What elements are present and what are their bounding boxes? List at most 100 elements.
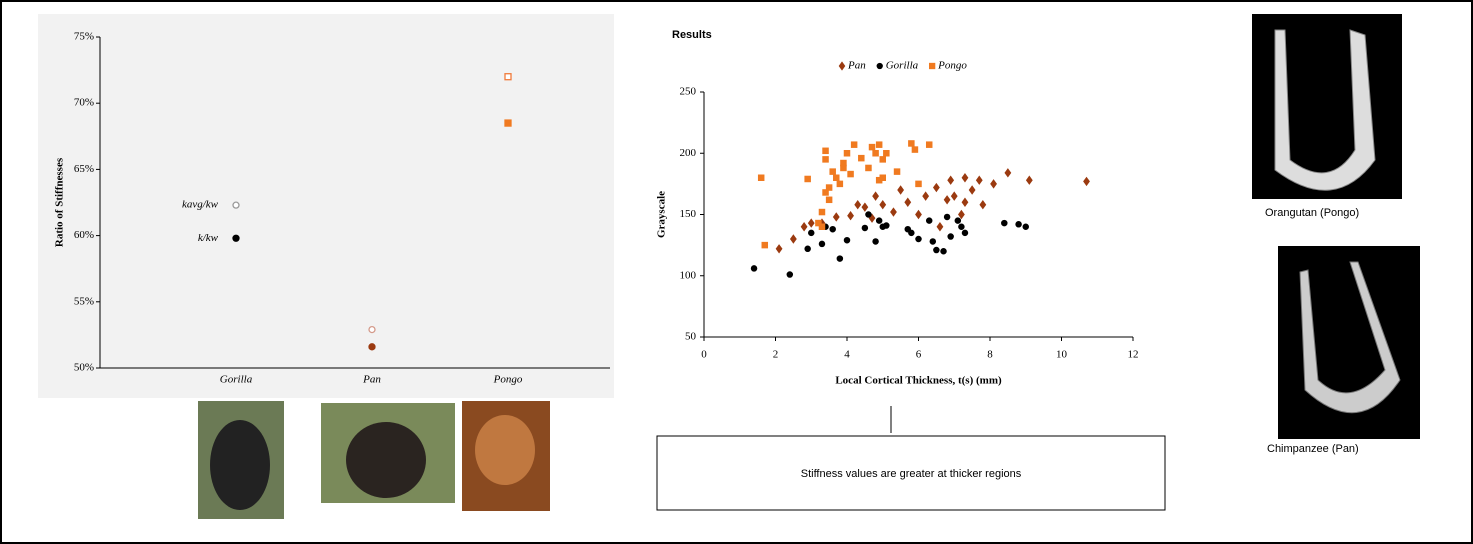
marker xyxy=(877,64,882,69)
slide-title: Results xyxy=(672,29,712,41)
marker xyxy=(834,175,839,180)
marker xyxy=(505,120,511,126)
marker xyxy=(805,176,810,181)
marker xyxy=(962,230,967,235)
marker xyxy=(877,218,882,223)
marker xyxy=(819,224,824,229)
x-tick-label: 12 xyxy=(1128,349,1139,361)
x-tick-label: Gorilla xyxy=(220,374,253,386)
marker xyxy=(827,185,832,190)
y-tick-label: 200 xyxy=(680,147,697,159)
x-tick-label: 4 xyxy=(844,349,850,361)
y-axis-label: Grayscale xyxy=(656,191,668,238)
x-tick-label: Pan xyxy=(362,374,381,386)
legend-label: Pongo xyxy=(937,60,967,72)
marker xyxy=(927,142,932,147)
marker xyxy=(827,197,832,202)
marker xyxy=(823,157,828,162)
marker xyxy=(945,214,950,219)
marker xyxy=(916,181,921,186)
y-tick-label: 60% xyxy=(74,229,94,241)
y-tick-label: 70% xyxy=(74,97,94,109)
y-tick-label: 75% xyxy=(74,31,94,43)
marker xyxy=(869,145,874,150)
photo-chimp-figure xyxy=(346,422,426,498)
marker xyxy=(873,239,878,244)
legend-label: Gorilla xyxy=(886,60,919,72)
marker xyxy=(823,148,828,153)
marker xyxy=(1016,222,1021,227)
marker xyxy=(830,227,835,232)
marker xyxy=(1023,224,1028,229)
marker xyxy=(959,224,964,229)
marker xyxy=(852,142,857,147)
marker xyxy=(762,243,767,248)
marker xyxy=(830,169,835,174)
caption: Orangutan (Pongo) xyxy=(1265,207,1359,219)
x-tick-label: 10 xyxy=(1056,349,1068,361)
marker xyxy=(912,147,917,152)
marker xyxy=(916,236,921,241)
slide: Results Orangutan (Pongo) Chimpanzee (Pa… xyxy=(0,0,1473,544)
marker xyxy=(837,181,842,186)
marker xyxy=(930,239,935,244)
marker xyxy=(1002,220,1007,225)
marker xyxy=(934,247,939,252)
x-tick-label: Pongo xyxy=(493,374,523,386)
marker xyxy=(233,202,239,208)
marker xyxy=(884,223,889,228)
marker xyxy=(844,238,849,243)
marker xyxy=(930,64,935,69)
caption: Chimpanzee (Pan) xyxy=(1267,443,1359,455)
marker xyxy=(844,151,849,156)
marker xyxy=(866,212,871,217)
marker xyxy=(894,169,899,174)
marker xyxy=(819,209,824,214)
photo-gorilla-figure xyxy=(210,420,270,510)
marker xyxy=(948,234,953,239)
marker xyxy=(927,218,932,223)
y-tick-label: 150 xyxy=(680,208,697,220)
marker xyxy=(941,249,946,254)
marker xyxy=(866,165,871,170)
marker xyxy=(884,151,889,156)
marker xyxy=(809,230,814,235)
legend-label: k/kw xyxy=(198,232,219,244)
marker xyxy=(862,225,867,230)
marker xyxy=(909,230,914,235)
marker xyxy=(873,151,878,156)
x-tick-label: 0 xyxy=(701,349,707,361)
legend-label: kavg/kw xyxy=(182,199,219,211)
marker xyxy=(877,142,882,147)
marker xyxy=(837,256,842,261)
y-axis-label: Ratio of Stiffnesses xyxy=(54,157,66,247)
y-tick-label: 65% xyxy=(74,163,94,175)
marker xyxy=(848,171,853,176)
x-axis-label: Local Cortical Thickness, t(s) (mm) xyxy=(835,375,1002,387)
marker xyxy=(841,160,846,165)
photo-orangutan-face xyxy=(475,415,535,485)
marker xyxy=(751,266,756,271)
marker xyxy=(955,218,960,223)
marker xyxy=(877,178,882,183)
y-tick-label: 55% xyxy=(74,295,94,307)
marker xyxy=(369,327,375,333)
y-tick-label: 100 xyxy=(680,269,697,281)
marker xyxy=(805,246,810,251)
y-tick-label: 50 xyxy=(685,331,697,343)
marker xyxy=(233,235,239,241)
marker xyxy=(859,156,864,161)
chart-bg xyxy=(38,14,614,398)
marker xyxy=(880,157,885,162)
y-tick-label: 50% xyxy=(74,362,94,374)
marker xyxy=(819,241,824,246)
legend-label: Pan xyxy=(847,60,866,72)
marker xyxy=(909,141,914,146)
x-tick-label: 8 xyxy=(987,349,993,361)
marker xyxy=(505,74,511,80)
callout-text: Stiffness values are greater at thicker … xyxy=(801,468,1022,480)
y-tick-label: 250 xyxy=(680,86,697,98)
marker xyxy=(369,344,375,350)
marker xyxy=(787,272,792,277)
x-tick-label: 2 xyxy=(773,349,779,361)
